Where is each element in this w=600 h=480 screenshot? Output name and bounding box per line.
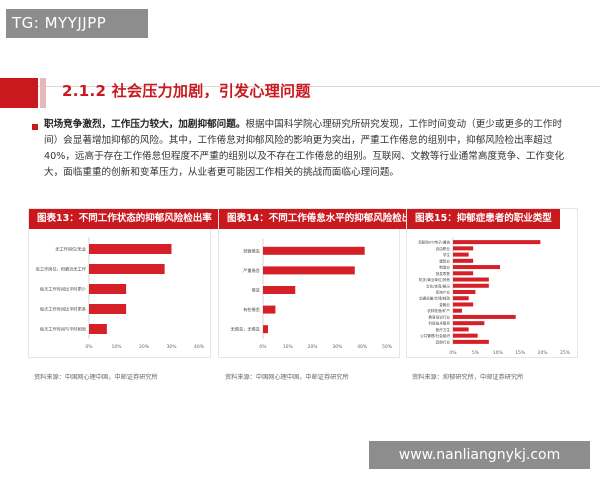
bar xyxy=(263,266,355,275)
bar xyxy=(453,290,476,294)
category-label: 自由职业 xyxy=(436,246,451,251)
bar xyxy=(453,302,474,307)
x-tick-label: 5% xyxy=(472,350,480,356)
x-tick-label: 15% xyxy=(515,350,526,356)
bar xyxy=(453,271,474,276)
bar xyxy=(89,304,127,314)
category-label: 科研技术服务 xyxy=(428,321,450,326)
bar xyxy=(453,240,541,245)
bar xyxy=(453,277,489,282)
category-label: 农林牧渔/矿产 xyxy=(427,308,450,313)
category-label: 有工作岗位，但最近无工作 xyxy=(36,266,87,273)
category-label: 互联网/IT/电子/通信 xyxy=(418,240,450,245)
header-divider xyxy=(0,86,600,87)
category-label: 每天工作时间比平时更少 xyxy=(40,286,86,293)
bar xyxy=(453,283,489,288)
chart-title-13: 图表13：不同工作状态的抑郁风险检出率 xyxy=(29,209,220,229)
category-label: 严重倦怠 xyxy=(243,267,260,274)
category-label: 医疗卫生 xyxy=(436,327,451,332)
bar xyxy=(263,305,276,314)
category-label: 每天工作时间与平时相同 xyxy=(40,326,86,333)
paragraph-lead: 职场竞争激烈，工作压力较大，加剧抑郁问题。 xyxy=(44,119,246,130)
x-tick-label: 10% xyxy=(111,344,122,350)
x-tick-label: 25% xyxy=(560,350,571,356)
bullet-marker xyxy=(32,124,38,130)
bar xyxy=(89,284,127,294)
bar xyxy=(263,286,296,294)
bar xyxy=(89,324,107,334)
bar xyxy=(453,258,474,263)
watermark-top: TG: MYYJJPP xyxy=(6,9,148,38)
paragraph-body: 根据中国科学院心理研究所研究发现，工作时间变动（更少或更多的工作时间）会显著增加… xyxy=(44,119,565,178)
x-tick-label: 30% xyxy=(166,344,177,350)
x-tick-label: 0% xyxy=(259,344,267,350)
x-tick-label: 10% xyxy=(283,344,294,350)
bar xyxy=(453,314,516,319)
category-label: 倦怠 xyxy=(252,287,260,294)
bar xyxy=(89,264,165,274)
category-label: 批发零售 xyxy=(436,271,451,276)
chart-panel-15: 图表15：抑郁症患者的职业类型 互联网/IT/电子/通信 自由职业 学生 建筑业制造业… xyxy=(406,208,578,358)
bar xyxy=(453,296,469,301)
chart-13-svg: 无工作岗位/无业有工作岗位，但最近无工作每天工作时间比平时更少每天工作时间比平时… xyxy=(36,237,205,350)
category-label: 金融业 xyxy=(439,302,450,307)
chart-panel-13: 图表13：不同工作状态的抑郁风险检出率 无工作岗位/无业有工作岗位，但最近无工作… xyxy=(28,208,220,358)
category-label: 房地产业 xyxy=(436,290,451,295)
watermark-bottom: www.nanliangnykj.com xyxy=(369,441,590,469)
bar xyxy=(453,265,501,270)
section-title: 2.1.2 社会压力加剧，引发心理问题 xyxy=(62,82,311,100)
body-paragraph: 职场竞争激烈，工作压力较大，加剧抑郁问题。根据中国科学院心理研究所研究发现，工作… xyxy=(44,117,574,181)
x-tick-label: 40% xyxy=(194,344,205,350)
category-label: 每天工作时间比平时更多 xyxy=(40,306,86,313)
bar xyxy=(453,339,489,344)
bar xyxy=(89,244,172,254)
category-label: 学生 xyxy=(443,252,451,257)
bar xyxy=(453,333,478,338)
chart-15-svg: 互联网/IT/电子/通信自由职业学生建筑业制造业批发零售机关/事业单位/其他文化… xyxy=(418,237,571,356)
category-label: 无工作岗位/无业 xyxy=(55,246,86,253)
bar xyxy=(453,308,462,313)
category-label: 机关/事业单位/其他 xyxy=(419,277,451,282)
x-tick-label: 20% xyxy=(308,344,319,350)
bar xyxy=(453,321,485,326)
x-tick-label: 0% xyxy=(449,350,457,356)
chart-source-13: 资料来源：中国网心理中国，中邮证券研究所 xyxy=(34,374,158,381)
x-tick-label: 30% xyxy=(332,344,343,350)
section-accent-stripe xyxy=(40,78,46,108)
category-label: 制造业 xyxy=(439,265,450,270)
category-label: 交通运输/仓储/邮政 xyxy=(419,296,451,301)
chart-title-14: 图表14：不同工作倦怠水平的抑郁风险检出率 xyxy=(219,209,429,229)
section-accent-bar xyxy=(0,78,38,108)
chart-source-14: 资料来源：中国网心理中国，中邮证券研究所 xyxy=(225,374,349,381)
bar xyxy=(453,246,474,251)
category-label: 建筑业 xyxy=(439,258,450,263)
x-tick-label: 20% xyxy=(538,350,549,356)
category-label: 有些倦怠 xyxy=(243,306,260,313)
x-tick-label: 0% xyxy=(85,344,93,350)
category-label: 无倦怠，无倦怠 xyxy=(231,326,260,333)
x-tick-label: 20% xyxy=(139,344,150,350)
bar xyxy=(263,246,365,255)
chart-source-15: 资料来源：抑郁研究所，中邮证券研究所 xyxy=(412,374,524,381)
x-tick-label: 10% xyxy=(493,350,504,356)
category-label: 教育培训行业 xyxy=(428,314,450,319)
chart-title-15: 图表15：抑郁症患者的职业类型 xyxy=(407,209,560,229)
bar xyxy=(263,325,268,334)
category-label: 其他行业 xyxy=(436,339,451,344)
x-tick-label: 40% xyxy=(357,344,368,350)
x-tick-label: 50% xyxy=(382,344,393,350)
chart-panel-14: 图表14：不同工作倦怠水平的抑郁风险检出率 轻微倦怠严重倦怠倦怠有些倦怠无倦怠，… xyxy=(218,208,429,358)
bar xyxy=(453,327,469,332)
bar xyxy=(453,252,469,257)
category-label: 文化/体育/娱乐 xyxy=(426,283,450,288)
category-label: 公共管理/社会组织 xyxy=(420,333,450,338)
category-label: 轻微倦怠 xyxy=(243,247,260,254)
